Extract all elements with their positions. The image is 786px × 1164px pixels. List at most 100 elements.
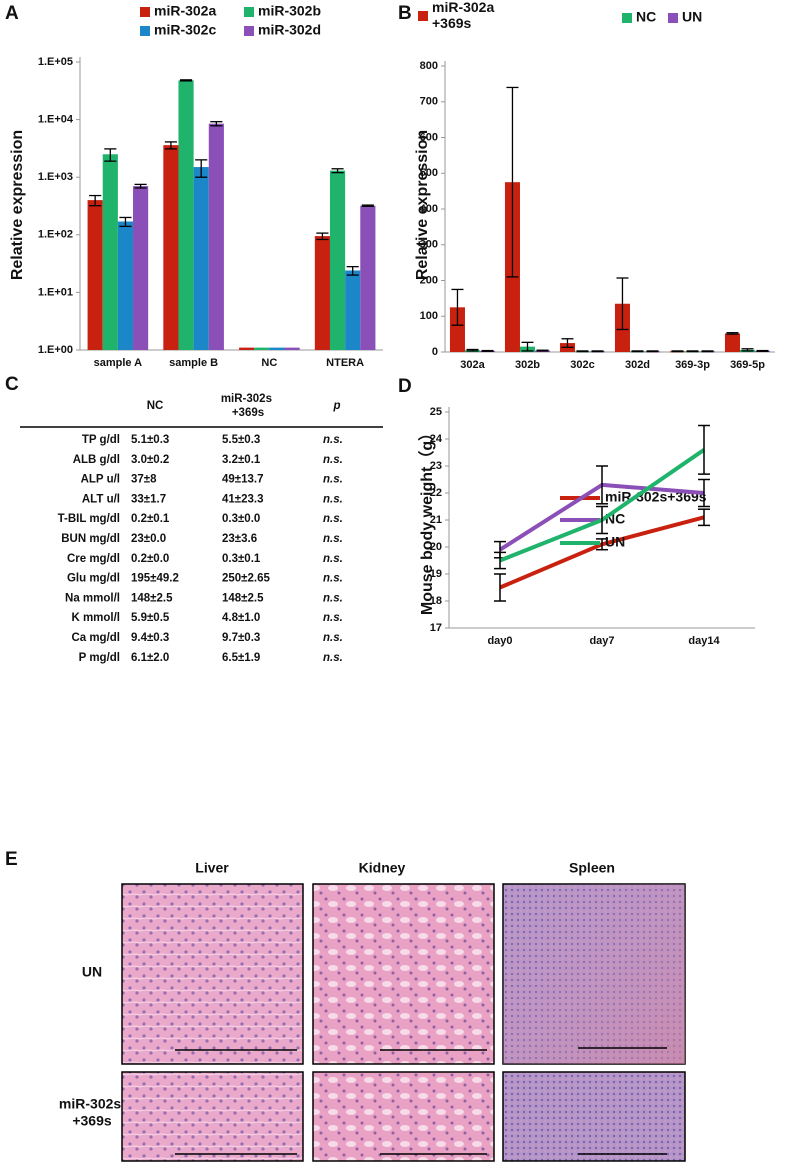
legend-label: NC [636,9,656,25]
row-label: Ca mg/dl [71,632,120,644]
legend-label: miR-302b [258,3,321,19]
y-tick-label: 20 [430,541,442,553]
bar [724,333,740,352]
error-bar [596,505,608,535]
error-bar [494,551,506,570]
bar [102,154,118,350]
table-cell: 37±8 [131,474,157,486]
y-tick-label: 1.E+05 [38,56,73,68]
error-bar [646,350,659,353]
table-cell: 41±23.3 [222,493,264,505]
bar [254,347,270,350]
legend-label: miR-302c [154,22,216,38]
image-liver-treated [121,1071,304,1162]
error-bar [741,348,754,352]
bar [178,80,194,350]
y-tick-label: 18 [430,595,442,607]
row-label: TP g/dl [82,434,120,446]
y-tick-label: 21 [430,514,442,526]
y-tick-label: 1.E+03 [38,171,73,183]
x-tick-label: 302a [460,359,485,371]
bar [208,123,224,350]
table-cell: 33±1.7 [131,493,166,505]
table-cell: 0.3±0.0 [222,513,260,525]
text-line: miR-302s [221,393,275,405]
y-tick-label: 400 [420,203,438,215]
error-bar [179,79,193,82]
error-bar [164,141,177,150]
error-bar [195,159,208,178]
y-tick-label: 700 [420,96,438,108]
error-bar [536,349,549,352]
y-tick-label: 1.E+01 [38,286,73,298]
column-label: Liver [195,860,229,876]
error-bar [466,348,479,352]
legend-swatch [244,7,254,17]
error-bar [596,538,608,551]
legend-swatch [418,11,428,21]
table-cell: 5.1±0.3 [131,434,169,446]
table-cell: n.s. [323,474,343,486]
error-bar [346,265,359,276]
legend-label: miR-302a [154,3,216,19]
table-cell: 9.4±0.3 [131,632,169,644]
y-tick-label: 500 [420,167,438,179]
table-cell: 9.7±0.3 [222,632,260,644]
text-line: miR-302a [432,0,498,15]
error-bar [134,183,147,189]
table-cell: n.s. [323,632,343,644]
table-cell: 6.1±2.0 [131,652,169,664]
table-cell: 0.3±0.1 [222,553,261,565]
error-bar [701,350,714,353]
panel-letter: C [5,374,19,395]
error-bar [119,216,132,228]
y-tick-label: 24 [430,433,443,445]
row-label: K mmol/l [71,612,120,624]
error-bar [521,341,534,352]
table-cell: n.s. [323,533,343,545]
error-bar [726,332,739,335]
error-bar [451,288,464,326]
row-label: UN [82,964,102,980]
y-tick-label: 200 [420,274,438,286]
table-cell: 148±2.5 [131,592,173,604]
histology-images [121,883,686,1162]
y-tick-label: 1.E+00 [38,344,73,356]
x-tick-label: sample B [169,357,218,369]
y-tick-label: 19 [430,568,442,580]
bar [117,221,134,350]
legend-swatch [140,26,150,36]
row-label: BUN mg/dl [61,533,120,545]
error-bar [361,204,374,207]
error-bar [316,232,329,241]
legend-swatch [244,26,254,36]
image-kidney-un [312,883,495,1065]
column-label: Spleen [569,860,615,876]
table-cell: 6.5±1.9 [222,652,260,664]
error-bar [481,349,494,352]
x-tick-label: 369-5p [730,359,765,371]
x-tick-label: 302c [570,359,594,371]
table-cell: n.s. [323,513,343,525]
table-cell: 148±2.5 [222,592,264,604]
row-label: ALP u/l [81,474,120,486]
bar [284,347,300,350]
error-bar [631,350,644,353]
row-label: miR-302s +369s [59,1095,125,1128]
table-cell: 250±2.65 [222,573,270,585]
row-label: ALB g/dl [73,454,120,466]
bar [163,145,179,350]
bar [193,167,209,350]
row-label: T-BIL mg/dl [58,513,120,525]
legend-label: miR-302a +369s [432,0,498,31]
x-tick-label: NC [261,357,277,369]
table-cell: n.s. [323,652,343,664]
error-bar [596,465,608,505]
error-bar [671,350,684,353]
text-line: +369s [72,1112,112,1128]
y-tick-label: 100 [420,310,438,322]
text-line: miR-302s [59,1095,125,1111]
table-header: miR-302s +369s [221,393,275,419]
bar [329,170,346,350]
